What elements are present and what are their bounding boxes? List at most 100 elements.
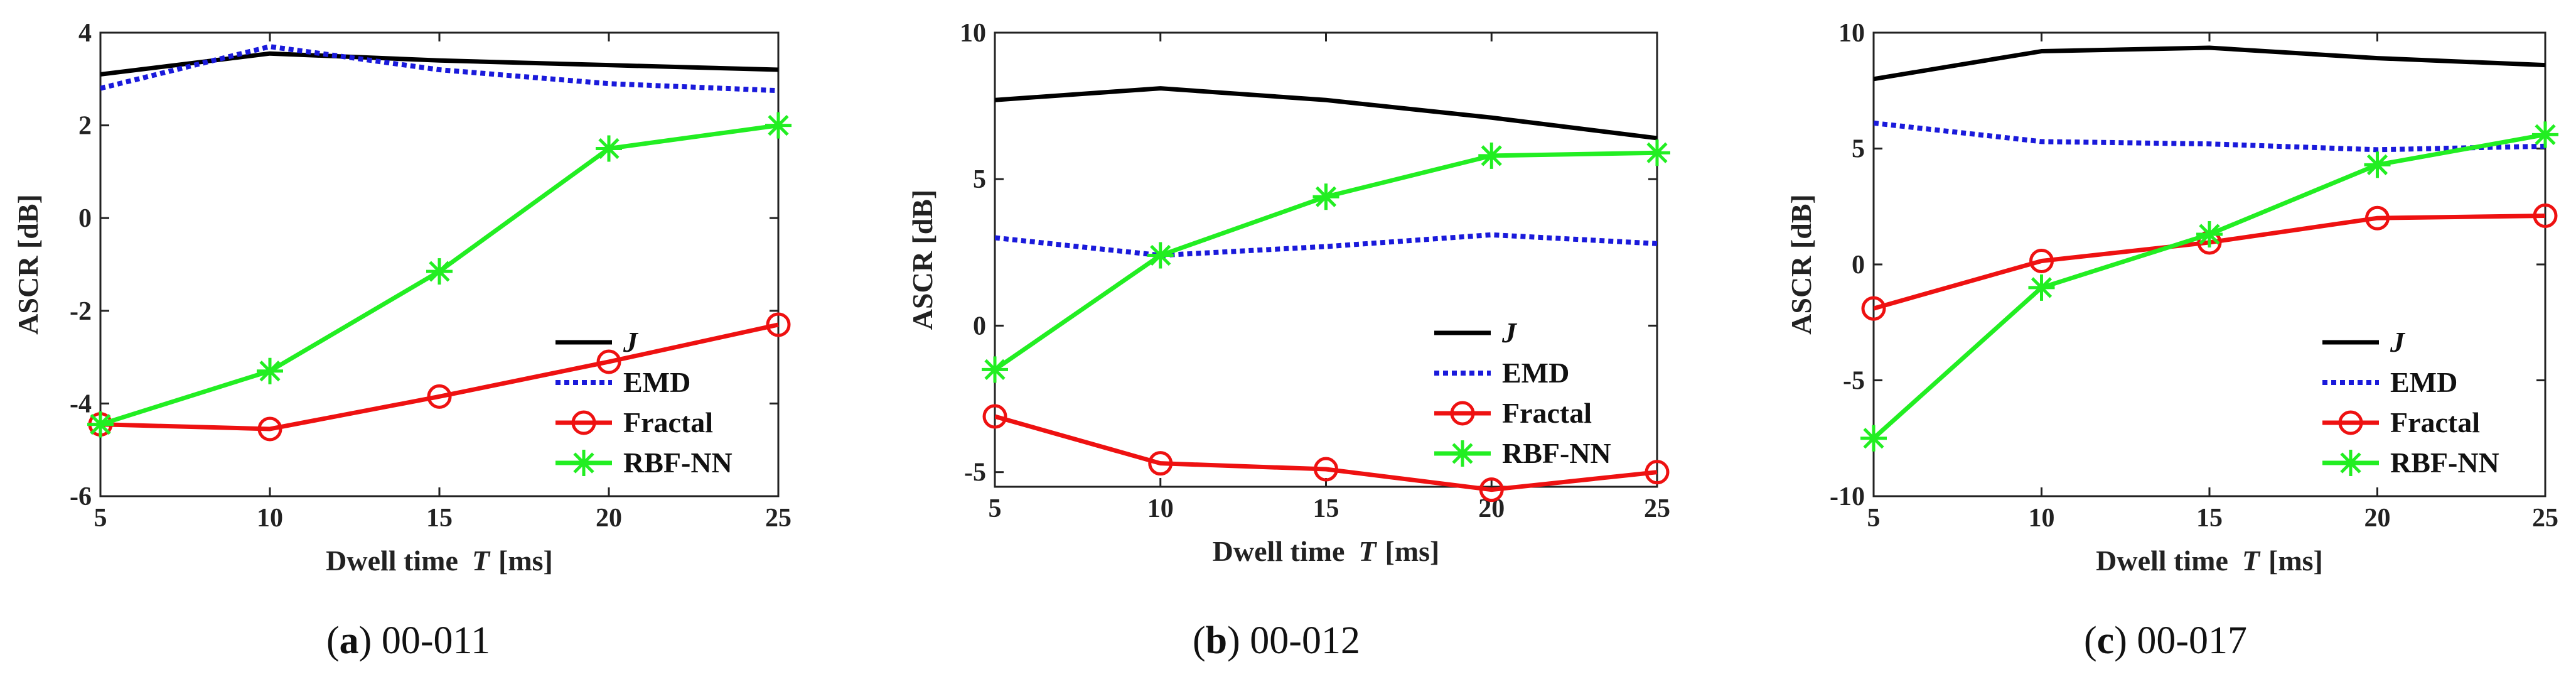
legend-marker-rbf-nn [571,450,597,476]
y-tick-label: 5 [973,165,986,194]
legend-label-fractal: Fractal [623,406,713,438]
legend-label-emd: EMD [1502,357,1569,389]
series-line-j [1874,45,2546,82]
y-tick-label: -6 [70,482,92,511]
x-tick-label: 5 [989,494,1002,523]
x-axis-label-text: Dwell time [1213,535,1345,567]
y-tick-label: 2 [78,112,92,141]
data-point-fractal [1314,457,1338,482]
data-point-rbf-nn [2532,121,2558,148]
caption-label: c [2097,619,2115,662]
legend: J EMD Fractal RBF-NN [555,326,733,479]
x-axis-label: Dwell time T [ms] [2096,545,2323,577]
y-tick-label: 4 [78,19,92,48]
data-point-rbf-nn [1147,242,1174,269]
y-tick-label: 0 [973,312,986,340]
data-point-rbf-nn [982,356,1008,383]
data-point-fractal [1861,296,1886,321]
legend-label-j: J [2390,326,2406,358]
legend-label-rbf-nn: RBF-NN [2390,447,2499,479]
x-tick-label: 10 [2029,504,2055,533]
y-tick-label: -5 [964,459,986,487]
data-point-rbf-nn [1312,183,1339,210]
legend-label-emd: EMD [2390,366,2457,398]
y-tick-label: 10 [1838,19,1865,48]
x-tick-label: 5 [1867,504,1881,533]
data-point-fractal [2533,204,2558,229]
legend: J EMD Fractal RBF-NN [2322,326,2499,479]
series-line-fractal [100,322,779,432]
series-line-emd [995,232,1658,258]
legend-label-rbf-nn: RBF-NN [623,447,733,479]
caption-label: b [1206,619,1227,662]
y-tick-label: 5 [1852,135,1865,164]
data-point-rbf-nn [257,357,283,384]
series-line-j [995,86,1658,141]
data-point-rbf-nn [2028,274,2055,301]
y-tick-label: -4 [70,389,92,418]
x-tick-label: 10 [1147,494,1174,523]
series-line-emd [100,44,779,94]
x-axis-label-unit: [ms] [1385,535,1440,567]
legend: J EMD Fractal RBF-NN [1434,317,1611,469]
caption-text: 00-012 [1250,619,1360,662]
series-line-emd [1874,120,2546,153]
series-line-fractal [995,414,1658,492]
data-point-fractal [1479,477,1504,502]
data-point-fractal [2029,248,2054,273]
data-point-fractal [257,416,282,442]
x-axis-label: Dwell time T [ms] [1213,535,1440,567]
legend-marker-rbf-nn [2337,450,2364,476]
panel-caption: (c) 00-017 [2084,619,2247,662]
data-point-fractal [427,384,452,409]
x-axis-label-text: Dwell time [326,545,458,577]
legend-label-emd: EMD [623,366,690,398]
data-point-rbf-nn [426,258,453,285]
x-axis-label-text: Dwell time [2096,545,2228,577]
legend-label-rbf-nn: RBF-NN [1502,437,1611,469]
panel-caption: (a) 00-011 [326,619,490,662]
legend-marker-fractal [2338,410,2363,435]
chart-panel-a: 5 10 15 20 25 -6 -4 -2 0 2 4 Dwell time T [ms] ASCR [d… [12,19,792,662]
x-tick-label: 15 [1313,494,1339,523]
x-axis-label-var: T [472,545,491,577]
legend-marker-fractal [1450,401,1475,426]
y-tick-label: -5 [1843,367,1865,396]
x-axis-label-unit: [ms] [2268,545,2323,577]
legend-label-j: J [623,326,639,358]
data-point-rbf-nn [2364,151,2391,178]
y-tick-label: 0 [1852,251,1865,280]
caption-text: 00-011 [382,619,490,662]
y-tick-label: 10 [960,19,986,48]
legend-label-fractal: Fractal [1502,397,1592,429]
x-tick-label: 20 [2364,504,2391,533]
caption-label: a [340,619,359,662]
data-point-fractal [596,349,621,374]
data-point-fractal [2365,205,2390,231]
y-tick-label: -2 [70,297,92,326]
data-point-fractal [1148,451,1173,476]
y-tick-label: 0 [78,204,92,233]
y-axis-label: ASCR [dB] [1785,194,1817,335]
y-axis-label: ASCR [dB] [906,190,938,330]
data-point-rbf-nn [87,411,114,438]
x-axis-label-var: T [2242,545,2261,577]
x-tick-label: 25 [1644,494,1670,523]
data-point-rbf-nn [1860,425,1887,452]
legend-label-j: J [1501,317,1518,349]
data-point-fractal [766,312,791,337]
x-tick-label: 25 [2532,504,2558,533]
chart-panel-c: 5 10 15 20 25 -10 -5 0 5 10 Dwell time T [ms] ASCR [d… [1785,19,2558,662]
x-tick-label: 20 [1478,494,1505,523]
x-axis-label-unit: [ms] [498,545,553,577]
y-tick-label: -10 [1830,482,1865,511]
x-tick-label: 15 [2196,504,2223,533]
data-point-fractal [1645,460,1670,485]
data-point-rbf-nn [765,112,792,139]
data-point-rbf-nn [2196,221,2223,248]
caption-text: 00-017 [2137,619,2247,662]
legend-label-fractal: Fractal [2390,406,2480,438]
legend-marker-fractal [571,410,596,435]
x-tick-label: 5 [94,504,107,533]
